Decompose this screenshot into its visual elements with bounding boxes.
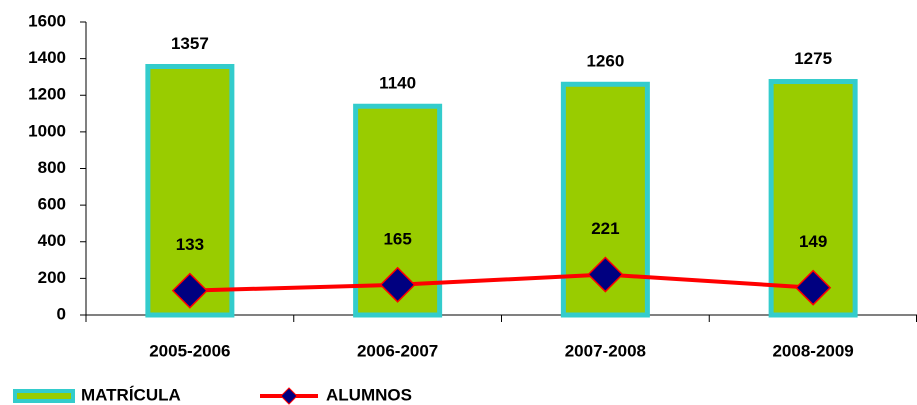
- line-marker: [379, 266, 416, 303]
- bar-value-label: 1140: [379, 74, 416, 93]
- y-tick-label: 400: [38, 231, 66, 250]
- y-tick-label: 200: [38, 268, 66, 287]
- x-tick-label: 2008-2009: [772, 341, 853, 360]
- bar-value-label: 1275: [794, 49, 832, 68]
- bar-value-label: 1260: [586, 52, 624, 71]
- y-tick-label: 600: [38, 195, 66, 214]
- line-value-label: 221: [591, 219, 619, 238]
- x-tick-label: 2007-2008: [565, 341, 646, 360]
- y-tick-label: 1200: [28, 85, 66, 104]
- bar-value-label: 1357: [171, 34, 209, 53]
- legend-swatch: [13, 389, 75, 403]
- line: [189, 272, 814, 293]
- y-tick-label: 1400: [28, 48, 66, 67]
- y-tick-label: 800: [38, 158, 66, 177]
- legend-marker: [280, 387, 298, 405]
- y-tick-label: 1600: [28, 11, 66, 30]
- line-value-label: 149: [799, 232, 827, 251]
- legend-label: ALUMNOS: [326, 385, 412, 404]
- legend-label: MATRÍCULA: [81, 385, 181, 404]
- x-tick-label: 2005-2006: [149, 341, 230, 360]
- line-value-label: 165: [383, 229, 411, 248]
- line-marker: [171, 272, 208, 309]
- y-tick-label: 0: [57, 304, 66, 323]
- line-value-label: 133: [176, 235, 204, 254]
- bar: [353, 103, 443, 318]
- x-tick-label: 2006-2007: [357, 341, 438, 360]
- y-tick-label: 1000: [28, 121, 66, 140]
- line-marker: [587, 256, 624, 293]
- line-marker: [795, 269, 832, 306]
